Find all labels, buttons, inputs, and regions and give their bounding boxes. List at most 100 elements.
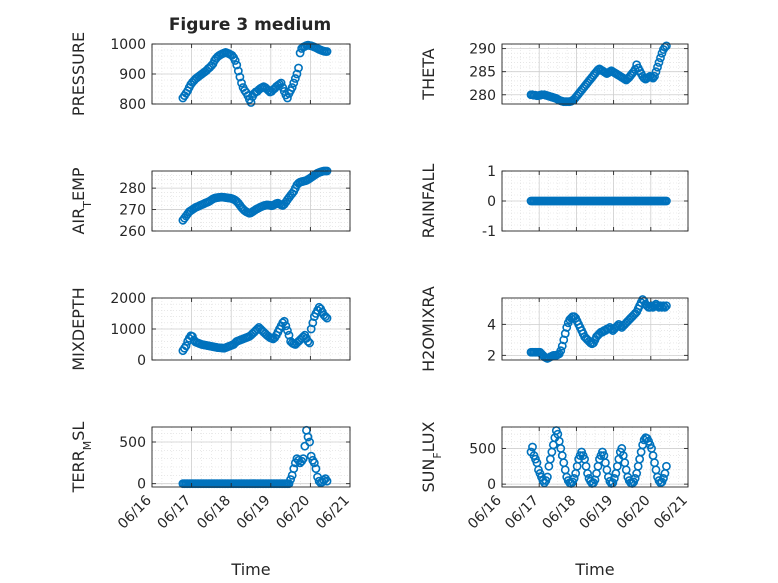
data-point (651, 67, 661, 77)
data-point (292, 69, 302, 79)
data-point (656, 301, 665, 311)
data-point (609, 474, 619, 483)
y-tick-label: 270 (119, 203, 146, 219)
subplot-air_temp: 260 270 280 AIRTEMP (69, 166, 351, 240)
data-series (526, 295, 671, 363)
x-tick-label: 06/19 (234, 493, 274, 533)
data-point (181, 341, 191, 351)
x-tick-label: 06/16 (465, 492, 505, 532)
y-tick-label: 280 (469, 88, 496, 104)
data-point (279, 316, 289, 326)
y-axis-label: SUNFLUX (419, 421, 444, 492)
data-point (287, 83, 297, 92)
data-point (235, 72, 245, 82)
y-axis-label-main: PRESSURE (69, 32, 88, 116)
y-axis-label-main: SUN (419, 459, 438, 493)
y-axis-label-subscript: M (81, 441, 94, 451)
figure-title: Figure 3 medium (169, 15, 331, 35)
y-tick-label: 4 (487, 317, 496, 333)
x-tick-label: 06/17 (155, 493, 195, 533)
y-tick-label: 0 (487, 194, 496, 210)
y-tick-label: 1000 (110, 322, 146, 338)
data-point (233, 66, 243, 76)
data-point (290, 74, 300, 83)
subplot-rainfall: -1 0 1 RAINFALL (419, 164, 689, 240)
y-tick-label: 2 (487, 348, 496, 364)
data-point (311, 464, 321, 474)
y-axis-label: H2OMIXRA (419, 286, 438, 372)
axes-box (501, 297, 689, 361)
data-point (281, 321, 291, 331)
subplot-terr_msl: 0 500 06/16 06/17 06/18 06/19 06/20 06/21 Time TE… (69, 422, 353, 579)
y-tick-label: 500 (469, 441, 496, 457)
y-tick-label: 0 (487, 477, 496, 493)
axes-box (501, 43, 689, 105)
y-tick-label: 2000 (110, 291, 146, 307)
x-tick-label: 06/18 (194, 493, 234, 533)
data-series (178, 302, 332, 356)
y-tick-label: 260 (119, 224, 146, 240)
data-point (230, 56, 240, 65)
y-tick-label: 500 (119, 435, 146, 451)
x-tick-label: 06/16 (115, 492, 155, 532)
y-tick-label: 1000 (110, 37, 146, 53)
y-axis-label-suffix: LUX (419, 421, 438, 452)
data-point (283, 326, 292, 335)
data-point (306, 451, 316, 461)
y-axis-label-main: MIXDEPTH (69, 287, 88, 370)
x-axis-label: Time (574, 560, 614, 579)
data-point (237, 78, 246, 88)
y-axis-label-subscript: T (81, 201, 94, 209)
y-tick-label: 285 (469, 65, 496, 81)
data-point (322, 476, 332, 486)
y-tick-label: 290 (469, 42, 496, 58)
data-point (656, 53, 665, 63)
y-axis-label: AIRTEMP (69, 167, 94, 234)
x-tick-label: 06/21 (651, 493, 691, 533)
y-tick-label: -1 (482, 224, 496, 240)
y-axis-label-subscript: F (431, 452, 444, 458)
data-point (562, 323, 572, 332)
data-series (526, 41, 671, 107)
data-point (322, 313, 332, 323)
y-axis-label-main: RAINFALL (419, 164, 438, 239)
data-point (305, 338, 315, 348)
data-point (569, 474, 579, 483)
data-point (556, 346, 566, 356)
y-tick-label: 280 (119, 181, 146, 197)
data-point (289, 464, 299, 474)
data-point (283, 93, 292, 103)
y-axis-label: THETA (419, 48, 438, 100)
data-point (276, 78, 286, 88)
data-point (630, 474, 640, 483)
data-point (542, 472, 552, 482)
data-series (526, 426, 671, 488)
data-point (608, 478, 618, 488)
y-axis-label-main: THETA (419, 48, 438, 100)
data-point (654, 58, 664, 67)
data-series (526, 196, 671, 206)
subplot-mixdepth: 0 1000 2000 MIXDEPTH (69, 287, 351, 371)
data-point (662, 461, 671, 471)
x-tick-label: 06/19 (577, 493, 617, 533)
axes-box (151, 170, 351, 232)
data-point (662, 196, 671, 206)
data-series (178, 166, 332, 225)
data-point (303, 432, 313, 442)
y-tick-label: 0 (137, 353, 146, 369)
data-point (289, 78, 299, 88)
data-point (322, 47, 332, 56)
data-point (321, 312, 330, 321)
x-tick-label: 06/20 (273, 493, 313, 533)
y-axis-label-main: H2OMIXRA (419, 286, 438, 372)
subplot-pressure: 800 900 1000 PRESSURE (69, 32, 351, 116)
data-point (309, 458, 319, 468)
data-series (178, 40, 332, 107)
y-axis-label: PRESSURE (69, 32, 88, 116)
data-point (246, 98, 256, 107)
y-axis-label: TERRMSL (69, 422, 94, 494)
data-point (657, 302, 667, 312)
